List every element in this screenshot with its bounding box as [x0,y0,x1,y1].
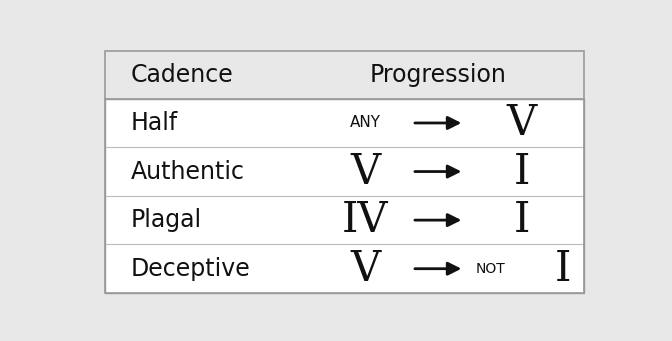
Text: Plagal: Plagal [131,208,202,232]
Text: V: V [507,102,536,144]
Text: IV: IV [342,199,388,241]
Bar [105,99,584,293]
Text: NOT: NOT [475,262,505,276]
Text: Progression: Progression [370,63,507,87]
Text: I: I [555,248,571,290]
Text: V: V [350,248,380,290]
Text: Authentic: Authentic [131,160,245,183]
Text: I: I [513,199,530,241]
Text: V: V [350,150,380,193]
Text: Half: Half [131,111,178,135]
Text: Cadence: Cadence [131,63,234,87]
Text: Deceptive: Deceptive [131,257,251,281]
Text: I: I [513,150,530,193]
Text: ANY: ANY [349,116,381,131]
